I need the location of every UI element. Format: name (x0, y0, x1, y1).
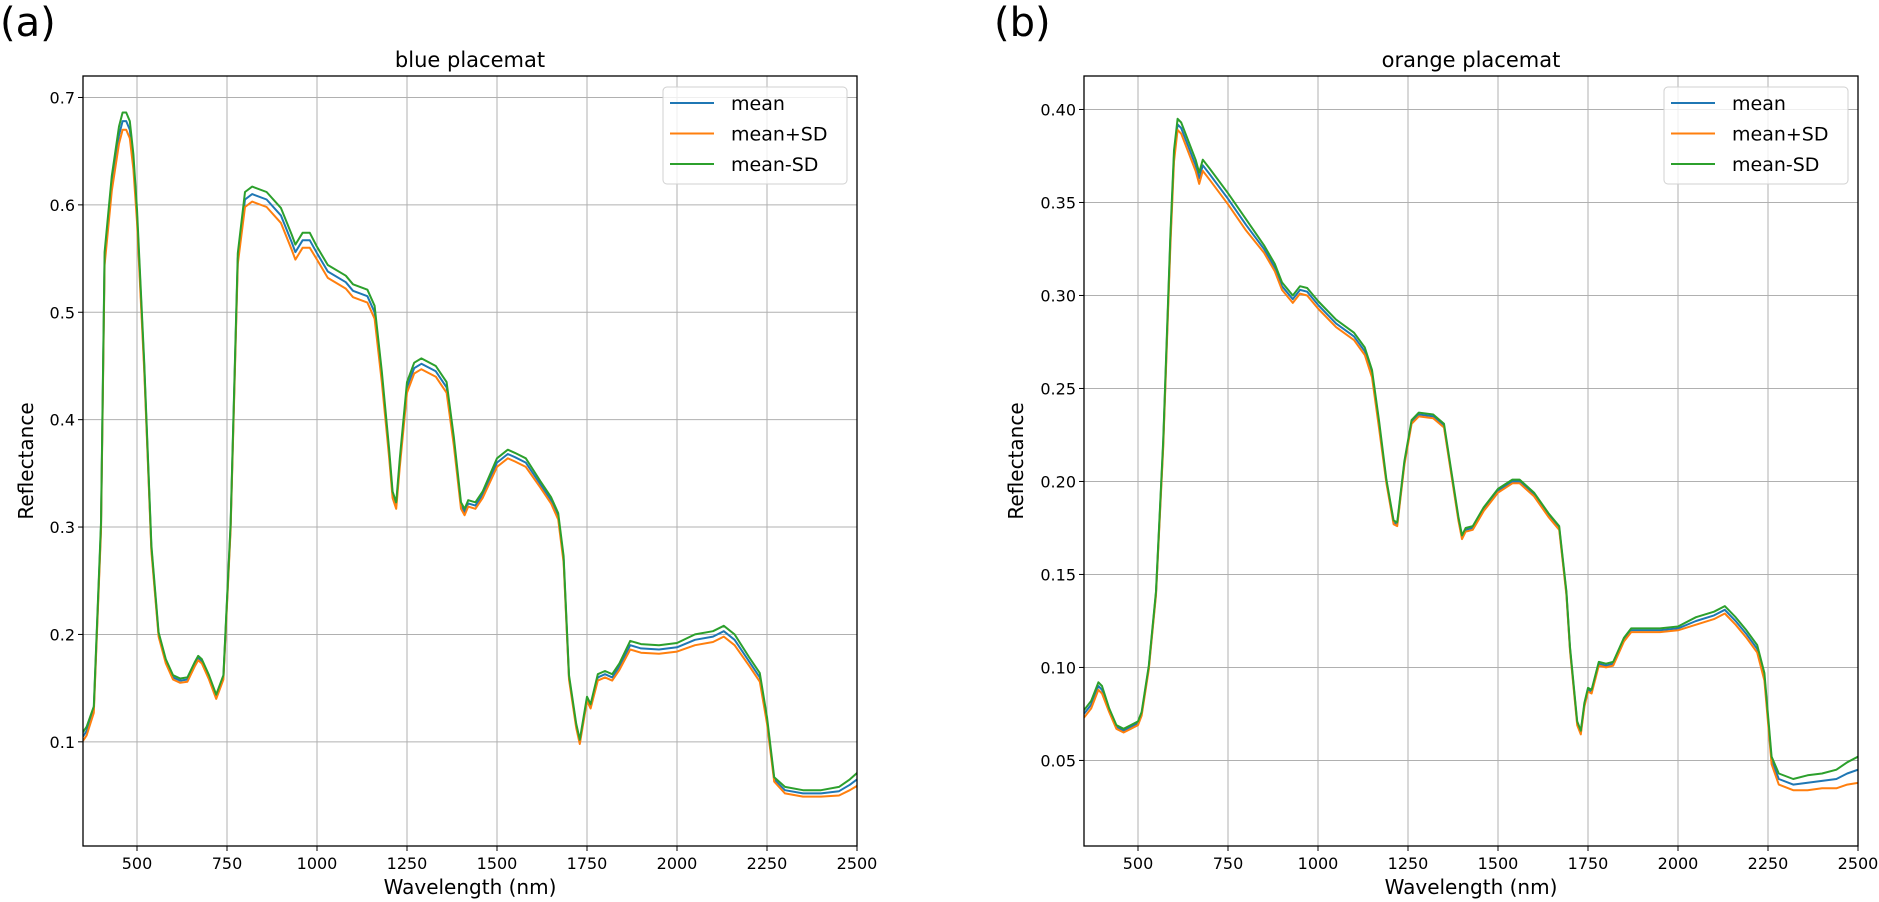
x-tick-label: 1500 (477, 854, 518, 873)
series-line-meanplus-minus-sd (1084, 128, 1858, 792)
x-tick-label: 2500 (1838, 854, 1879, 873)
y-tick-label: 0.7 (50, 88, 75, 107)
x-axis-label: Wavelength (nm) (384, 875, 557, 899)
legend-label: mean+SD (731, 124, 828, 146)
x-tick-label: 2250 (1748, 854, 1789, 873)
y-tick-label: 0.25 (1040, 379, 1076, 398)
legend-box (662, 86, 848, 185)
series-line-mean-minus-sd (1084, 117, 1858, 780)
x-axis-label: Wavelength (nm) (1385, 875, 1558, 899)
axes-frame (82, 75, 858, 847)
y-tick-label: 0.3 (50, 518, 75, 537)
x-tick-label: 2500 (837, 854, 878, 873)
x-tick-label: 1000 (297, 854, 338, 873)
y-tick-label: 0.05 (1040, 751, 1076, 770)
x-tick-label: 500 (122, 854, 153, 873)
legend: mean mean+SD mean-SD (1663, 86, 1849, 185)
x-tick-label: 1000 (1298, 854, 1339, 873)
x-tick-label: 500 (1123, 854, 1154, 873)
y-tick-label: 0.10 (1040, 658, 1076, 677)
y-tick-label: 0.15 (1040, 565, 1076, 584)
y-tick-label: 0.5 (50, 303, 75, 322)
x-tick-label: 1250 (387, 854, 428, 873)
series-line-mean (83, 120, 857, 795)
y-tick-label: 0.35 (1040, 193, 1076, 212)
legend-label: mean+SD (1732, 124, 1829, 146)
series-line-meanplus-minus-sd (83, 128, 857, 798)
x-tick-label: 2000 (657, 854, 698, 873)
x-tick-label: 750 (212, 854, 243, 873)
y-tick-label: 0.6 (50, 196, 75, 215)
x-tick-label: 2000 (1658, 854, 1699, 873)
y-axis-label: Reflectance (14, 402, 38, 519)
x-tick-label: 1250 (1388, 854, 1429, 873)
x-tick-label: 750 (1213, 854, 1244, 873)
x-tick-label: 1750 (1568, 854, 1609, 873)
panel-label: (a) (0, 0, 56, 46)
axes-frame (1083, 75, 1859, 847)
x-tick-label: 1750 (567, 854, 608, 873)
panel-label: (b) (994, 0, 1051, 46)
series-line-mean-minus-sd (83, 111, 857, 792)
y-tick-label: 0.20 (1040, 472, 1076, 491)
chart-blue-placemat: (a) blue placemat Wavelength (nm) Reflec… (0, 0, 877, 899)
legend: mean mean+SD mean-SD (662, 86, 848, 185)
y-tick-label: 0.40 (1040, 100, 1076, 119)
legend-label: mean (1732, 93, 1786, 115)
x-tick-label: 2250 (747, 854, 788, 873)
chart-orange-placemat: (b) orange placemat Wavelength (nm) Refl… (994, 0, 1878, 899)
chart-title: orange placemat (1382, 48, 1561, 72)
chart-title: blue placemat (395, 48, 545, 72)
y-tick-label: 0.1 (50, 733, 75, 752)
legend-label: mean (731, 93, 785, 115)
y-axis-label: Reflectance (1004, 402, 1028, 519)
y-tick-label: 0.2 (50, 625, 75, 644)
legend-box (1663, 86, 1849, 185)
x-tick-label: 1500 (1478, 854, 1519, 873)
series-line-mean (1084, 123, 1858, 786)
legend-label: mean-SD (1732, 154, 1819, 176)
y-tick-label: 0.30 (1040, 286, 1076, 305)
legend-label: mean-SD (731, 154, 818, 176)
y-tick-label: 0.4 (50, 411, 75, 430)
